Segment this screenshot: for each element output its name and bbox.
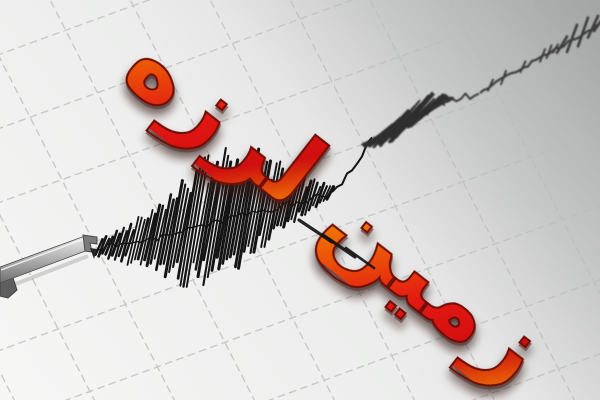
- needle-arm-highlight: [0, 238, 85, 271]
- trace-burst-secondary: [361, 91, 455, 149]
- needle-elbow: [82, 234, 98, 253]
- trace-tail: [442, 14, 600, 103]
- seismograph-needle: [0, 234, 98, 299]
- seismic-trace: [94, 14, 600, 288]
- pen-tip-icon: [90, 248, 97, 259]
